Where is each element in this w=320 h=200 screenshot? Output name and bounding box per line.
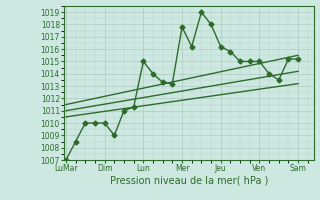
X-axis label: Pression niveau de la mer( hPa ): Pression niveau de la mer( hPa ) bbox=[110, 176, 268, 186]
